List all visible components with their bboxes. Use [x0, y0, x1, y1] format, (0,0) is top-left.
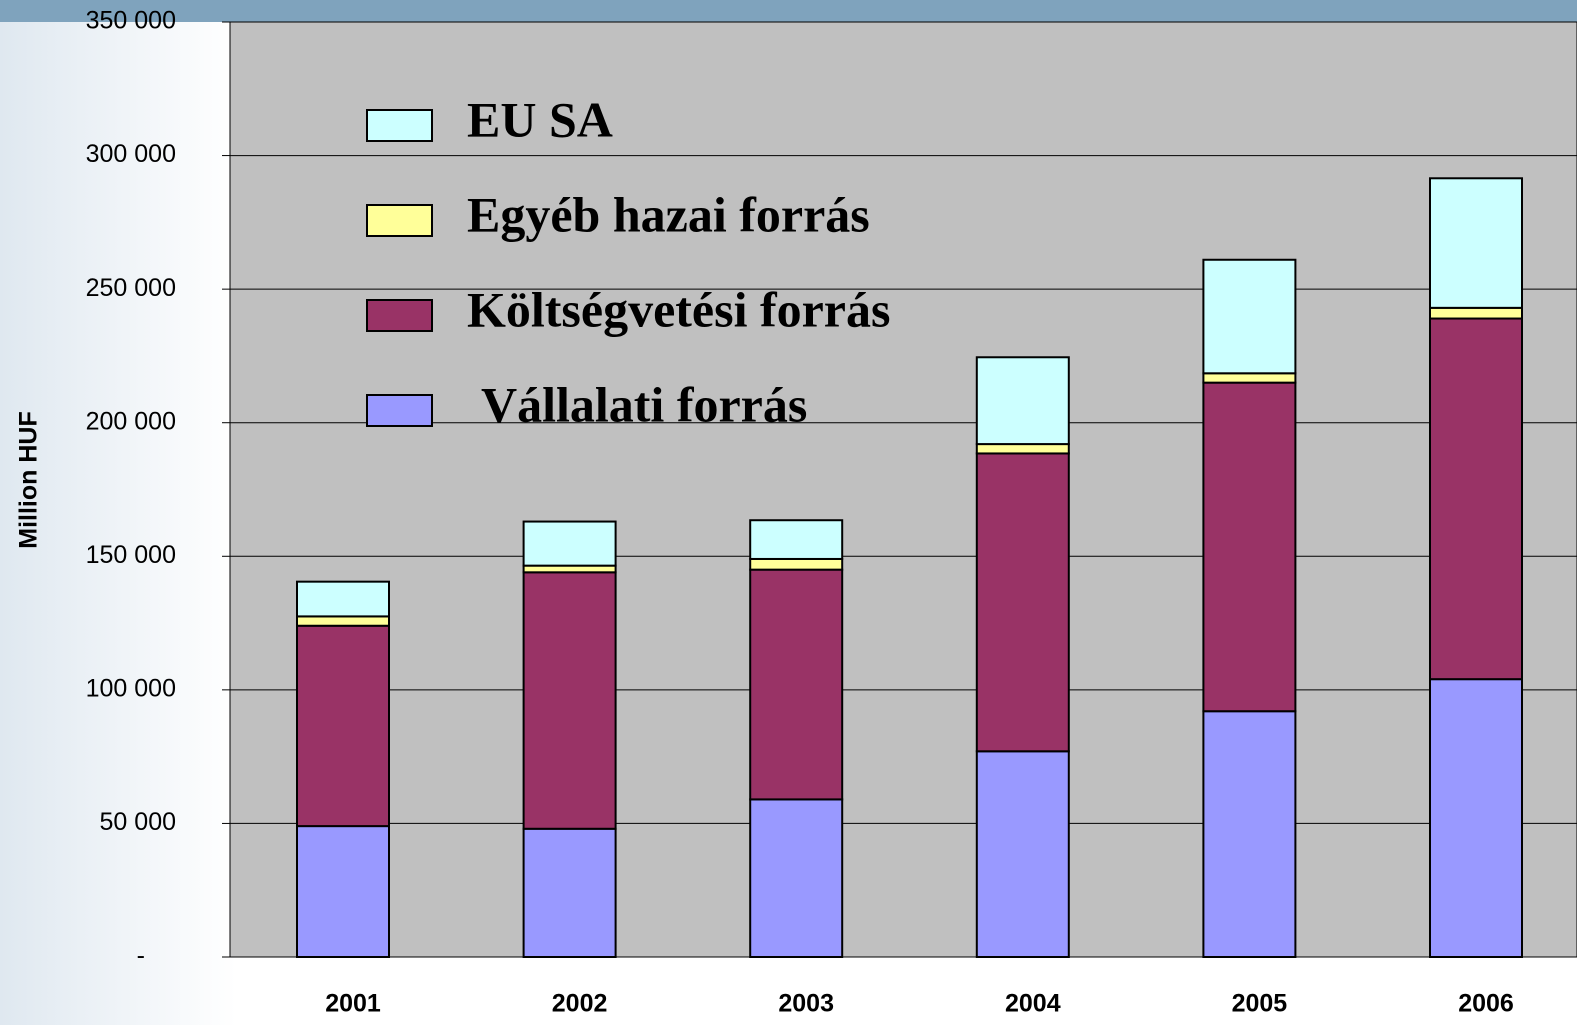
x-tick-label: 2004 — [1005, 990, 1061, 1018]
bar-segment — [749, 568, 844, 801]
bar-segment — [522, 564, 617, 574]
bar-segment — [522, 827, 617, 958]
x-tick-label: 2002 — [552, 990, 608, 1018]
bar-segment — [1429, 678, 1523, 959]
legend-swatch — [366, 299, 433, 332]
bar-segment — [522, 571, 617, 830]
bar-segment — [975, 443, 1070, 455]
legend-swatch — [366, 109, 433, 142]
y-tick-label: 100 000 — [86, 674, 176, 702]
bar-segment — [1429, 177, 1523, 309]
y-tick-label: 250 000 — [86, 274, 176, 302]
y-tick-label: 50 000 — [100, 808, 176, 836]
legend-swatch — [366, 204, 433, 237]
bar-segment — [749, 519, 844, 560]
bar-segment — [975, 356, 1070, 446]
bar-segment — [1429, 317, 1523, 681]
bar-segment — [522, 520, 617, 567]
y-tick-label: 200 000 — [86, 407, 176, 435]
y-tick-label: 150 000 — [86, 541, 176, 569]
bar-segment — [749, 557, 844, 571]
bar-segment — [749, 798, 844, 959]
legend-label: Vállalati forrás — [481, 376, 807, 432]
bar-segment — [1429, 306, 1523, 320]
x-tick-label: 2001 — [325, 990, 381, 1018]
legend-label: Költségvetési forrás — [467, 281, 890, 337]
bar-segment — [296, 825, 390, 958]
y-axis-label: Million HUF — [15, 411, 43, 548]
bar-segment — [975, 750, 1070, 958]
bar-segment — [1202, 710, 1297, 958]
bar-segment — [1202, 258, 1297, 375]
bar-segment — [1202, 372, 1297, 384]
x-tick-label: 2005 — [1232, 990, 1288, 1018]
y-tick-label: - — [137, 942, 145, 970]
legend-label: Egyéb hazai forrás — [467, 186, 870, 242]
bar-segment — [296, 580, 390, 618]
bar-segment — [296, 615, 390, 627]
top-band — [0, 0, 1577, 22]
legend-swatch — [366, 394, 433, 427]
bar-segment — [296, 624, 390, 828]
bar-segment — [1202, 381, 1297, 713]
y-tick-label: 350 000 — [86, 7, 176, 35]
legend-label: EU SA — [467, 91, 613, 147]
x-tick-label: 2006 — [1458, 990, 1514, 1018]
y-tick-label: 300 000 — [86, 140, 176, 168]
bar-segment — [975, 452, 1070, 753]
plot-area — [229, 21, 1577, 958]
x-tick-label: 2003 — [778, 990, 834, 1018]
